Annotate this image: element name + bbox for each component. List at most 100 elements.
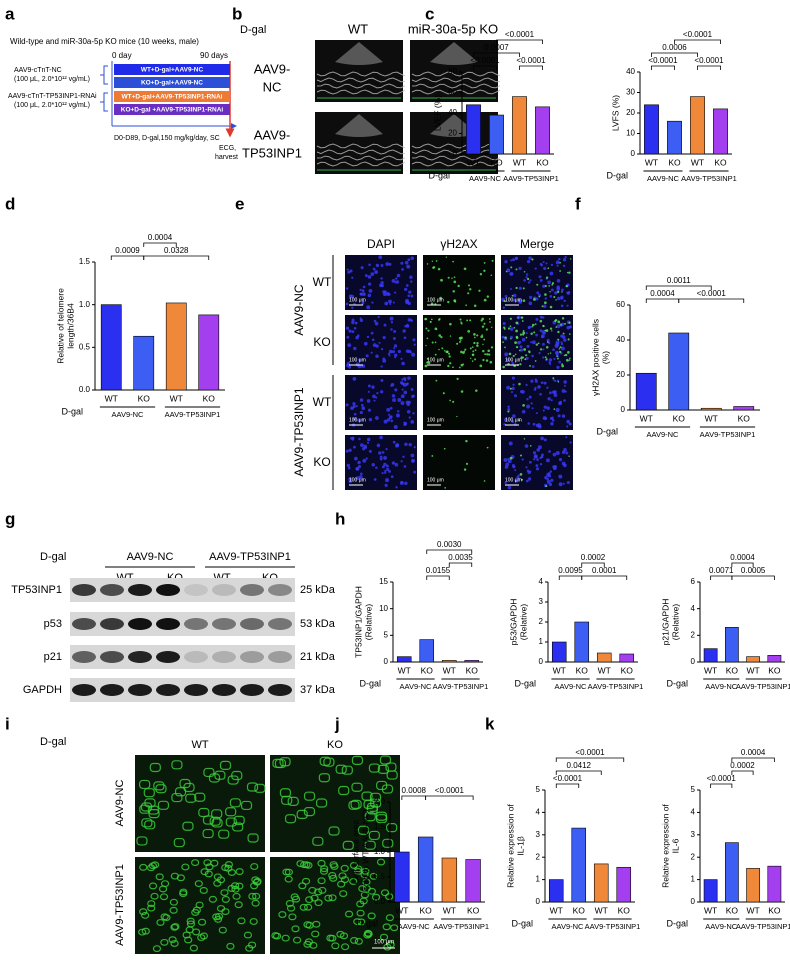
nucleus (552, 378, 555, 381)
foci (460, 350, 463, 354)
nucleus (413, 446, 416, 449)
nucleus (371, 462, 376, 467)
nucleus (546, 479, 551, 484)
cell-outline (308, 886, 317, 894)
cell-outline (186, 917, 195, 925)
nucleus (533, 388, 537, 391)
foci (569, 357, 571, 360)
nucleus (402, 455, 405, 458)
foci (549, 305, 553, 309)
y-tick-label: 2 (691, 852, 696, 861)
scale-label: 100 μm (427, 417, 444, 423)
foci (565, 284, 568, 288)
foci (467, 284, 471, 287)
foci (528, 350, 531, 353)
scale-label: 100 μm (505, 417, 522, 423)
foci (518, 419, 521, 422)
cell-outline (304, 938, 314, 946)
p-value: 0.0155 (426, 566, 451, 575)
nucleus (384, 290, 387, 293)
p-value: 0.0004 (730, 553, 755, 562)
nucleus (534, 379, 538, 383)
foci (473, 336, 476, 339)
nucleus (351, 276, 354, 279)
x-tick-label: WT (645, 157, 658, 167)
nucleus (519, 348, 524, 352)
nucleus (531, 365, 535, 368)
foci (458, 366, 461, 369)
cell-outline (363, 929, 373, 937)
foci (502, 365, 505, 369)
blot-band (212, 684, 236, 696)
echo-trace (316, 155, 406, 161)
nucleus (378, 451, 382, 455)
bar (616, 866, 632, 903)
foci (454, 300, 457, 303)
foci (431, 341, 434, 344)
foci (479, 273, 483, 276)
cell-outline (197, 934, 206, 941)
panel-label: c (425, 4, 434, 23)
echo-image (410, 40, 501, 102)
nucleus (391, 350, 396, 354)
foci (490, 326, 493, 329)
nucleus (543, 381, 547, 385)
nucleus (513, 394, 517, 398)
nucleus (504, 260, 508, 264)
foci (557, 290, 560, 293)
nucleus (562, 482, 565, 485)
echo-trace (411, 89, 501, 95)
nucleus (532, 458, 536, 461)
nucleus (537, 385, 541, 389)
y-axis-label: p21/GAPDH (660, 599, 670, 646)
nucleus (521, 458, 524, 461)
foci (456, 342, 459, 345)
scale-label: 100 μm (349, 357, 366, 363)
foci (438, 318, 440, 321)
cell-outline (309, 941, 318, 949)
nucleus (554, 291, 558, 295)
cell-outline (181, 863, 190, 871)
nucleus (395, 277, 398, 280)
cell-outline (328, 894, 337, 902)
y-tick-label: 0.0 (374, 897, 386, 906)
foci (438, 348, 440, 351)
nucleus (505, 358, 510, 362)
foci (561, 364, 565, 368)
foci (427, 361, 431, 365)
group-label: WT+D-gal+AAV9-TP53INP1-RNAi (121, 94, 222, 101)
nucleus (375, 263, 380, 268)
cell-outline (338, 785, 350, 796)
x-tick-label: WT (705, 413, 718, 423)
significance-bracket (143, 255, 210, 260)
y-tick-label: 1.5 (374, 822, 386, 831)
cell-outline (281, 795, 293, 805)
foci (502, 341, 504, 343)
nucleus (361, 300, 365, 304)
nucleus (568, 422, 572, 426)
nucleus (531, 407, 534, 410)
nucleus (542, 261, 545, 264)
foci (517, 317, 519, 319)
nucleus (528, 256, 532, 260)
foci (491, 259, 494, 262)
foci (539, 348, 543, 351)
foci (549, 327, 553, 330)
bar (713, 108, 728, 155)
cell-outline (350, 937, 359, 944)
foci (489, 321, 491, 323)
cell-outline (358, 885, 367, 892)
histology-image (135, 755, 266, 852)
cell-outline (199, 887, 208, 894)
y-tick-label: 2.0 (374, 797, 386, 806)
nucleus (352, 417, 357, 421)
foci (561, 317, 565, 320)
significance-bracket (731, 757, 775, 762)
group-label: AAV9-TP53INP1 (433, 922, 489, 931)
foci (568, 359, 571, 361)
cell-outline (285, 900, 294, 907)
cell-outline (320, 865, 329, 873)
cell-outline (248, 892, 257, 900)
nucleus (388, 349, 393, 354)
cell-outline (227, 869, 236, 876)
